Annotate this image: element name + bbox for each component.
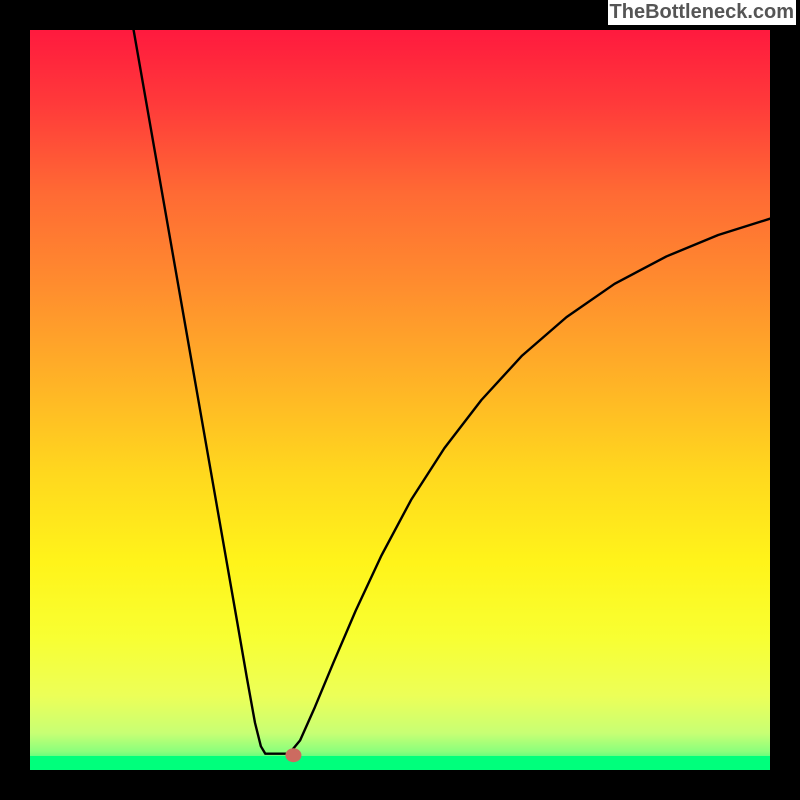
plot-gradient-background xyxy=(30,30,770,770)
bottleneck-chart xyxy=(0,0,800,800)
chart-container: TheBottleneck.com xyxy=(0,0,800,800)
bottom-green-band xyxy=(30,756,770,770)
attribution-watermark: TheBottleneck.com xyxy=(608,0,796,25)
optimal-point-marker xyxy=(285,748,301,762)
